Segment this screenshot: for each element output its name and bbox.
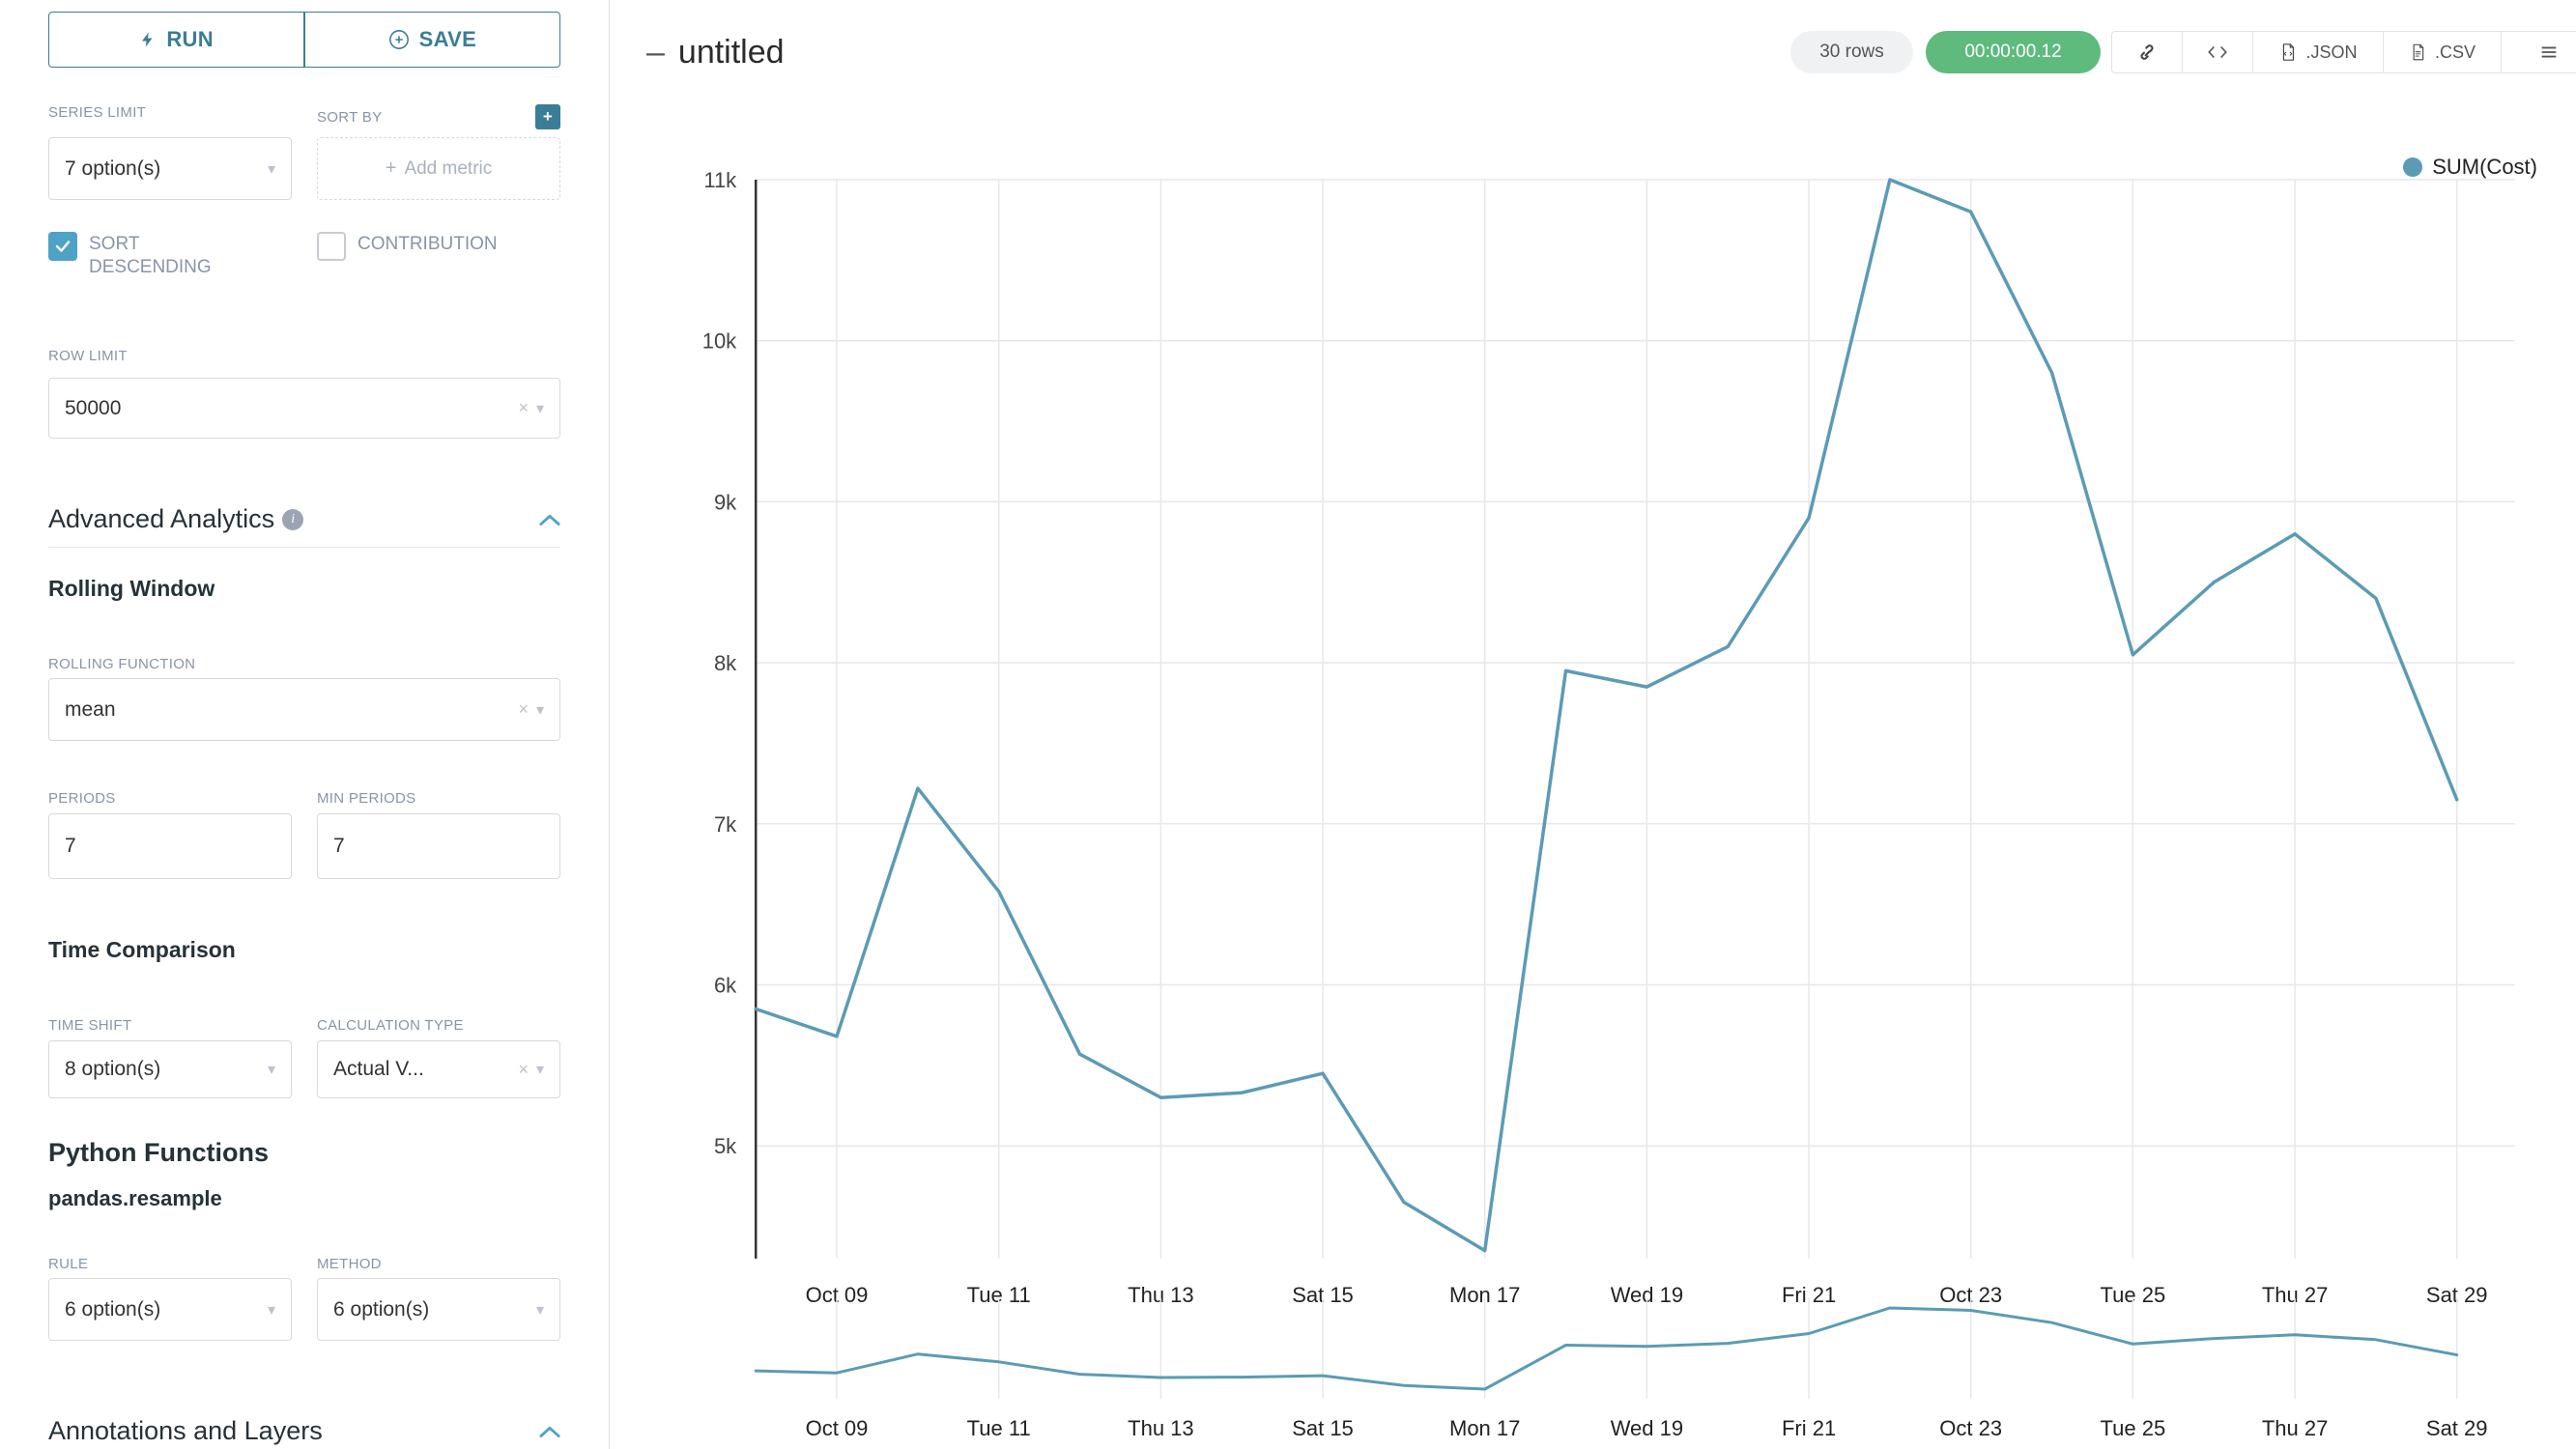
svg-text:Oct 23: Oct 23 bbox=[1939, 1416, 2002, 1440]
svg-text:Mon 17: Mon 17 bbox=[1449, 1416, 1520, 1440]
svg-text:Sat 15: Sat 15 bbox=[1292, 1416, 1354, 1440]
svg-text:Fri 21: Fri 21 bbox=[1782, 1416, 1836, 1440]
svg-text:7k: 7k bbox=[714, 812, 737, 837]
svg-text:10k: 10k bbox=[702, 329, 737, 354]
svg-text:11k: 11k bbox=[703, 168, 737, 192]
svg-text:Sat 29: Sat 29 bbox=[2426, 1416, 2488, 1440]
svg-text:9k: 9k bbox=[714, 490, 737, 514]
svg-text:Tue 11: Tue 11 bbox=[967, 1416, 1031, 1440]
svg-text:Oct 09: Oct 09 bbox=[806, 1416, 869, 1440]
svg-text:Tue 25: Tue 25 bbox=[2101, 1416, 2166, 1440]
svg-text:Thu 27: Thu 27 bbox=[2262, 1416, 2329, 1440]
svg-text:Wed 19: Wed 19 bbox=[1611, 1416, 1683, 1440]
svg-text:6k: 6k bbox=[714, 974, 737, 998]
svg-text:8k: 8k bbox=[714, 651, 737, 675]
svg-text:Thu 13: Thu 13 bbox=[1128, 1416, 1194, 1440]
svg-text:5k: 5k bbox=[714, 1134, 737, 1158]
